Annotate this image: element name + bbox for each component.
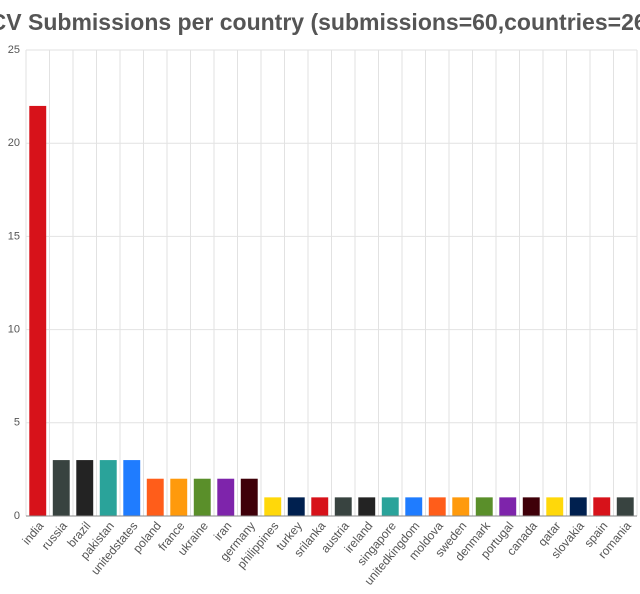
bar	[240, 478, 258, 516]
bar	[334, 497, 352, 516]
bar	[193, 478, 211, 516]
bar	[616, 497, 634, 516]
bar	[287, 497, 305, 516]
bar	[546, 497, 564, 516]
bar	[52, 460, 70, 516]
bar	[146, 478, 164, 516]
bar	[475, 497, 493, 516]
bar	[29, 105, 47, 517]
y-tick-label: 15	[8, 230, 20, 242]
bar	[522, 497, 540, 516]
bar	[264, 497, 282, 516]
bar	[170, 478, 188, 516]
y-tick-label: 0	[14, 510, 20, 522]
chart-title: CV Submissions per country (submissions=…	[0, 9, 640, 35]
bar	[123, 460, 141, 516]
bar	[311, 497, 329, 516]
bar	[76, 460, 94, 516]
bar	[358, 497, 376, 516]
bar	[99, 460, 117, 516]
y-tick-label: 5	[14, 417, 20, 429]
bar	[381, 497, 399, 516]
bar	[452, 497, 470, 516]
bar	[499, 497, 517, 516]
bar	[428, 497, 446, 516]
y-tick-label: 20	[8, 137, 20, 149]
bar	[405, 497, 423, 516]
x-tick-label: russia	[39, 519, 71, 553]
y-tick-label: 25	[8, 44, 20, 56]
bar	[217, 478, 235, 516]
bar	[593, 497, 611, 516]
y-tick-label: 10	[8, 324, 20, 336]
bar	[569, 497, 587, 516]
